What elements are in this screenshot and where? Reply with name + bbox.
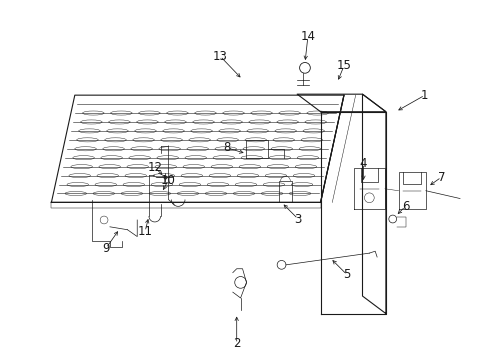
Text: 6: 6 [401, 200, 408, 213]
Text: 13: 13 [212, 50, 227, 63]
Text: 15: 15 [336, 59, 351, 72]
Text: 4: 4 [359, 157, 366, 170]
Text: 5: 5 [343, 268, 350, 281]
Text: 9: 9 [102, 242, 109, 255]
Text: 3: 3 [294, 212, 301, 225]
Text: 11: 11 [137, 225, 152, 238]
Text: 8: 8 [223, 141, 230, 154]
Text: 12: 12 [147, 161, 162, 174]
Text: 2: 2 [232, 337, 240, 350]
Text: 10: 10 [161, 174, 176, 186]
Text: 1: 1 [420, 89, 428, 102]
Text: 7: 7 [437, 171, 445, 184]
Text: 14: 14 [300, 30, 315, 43]
